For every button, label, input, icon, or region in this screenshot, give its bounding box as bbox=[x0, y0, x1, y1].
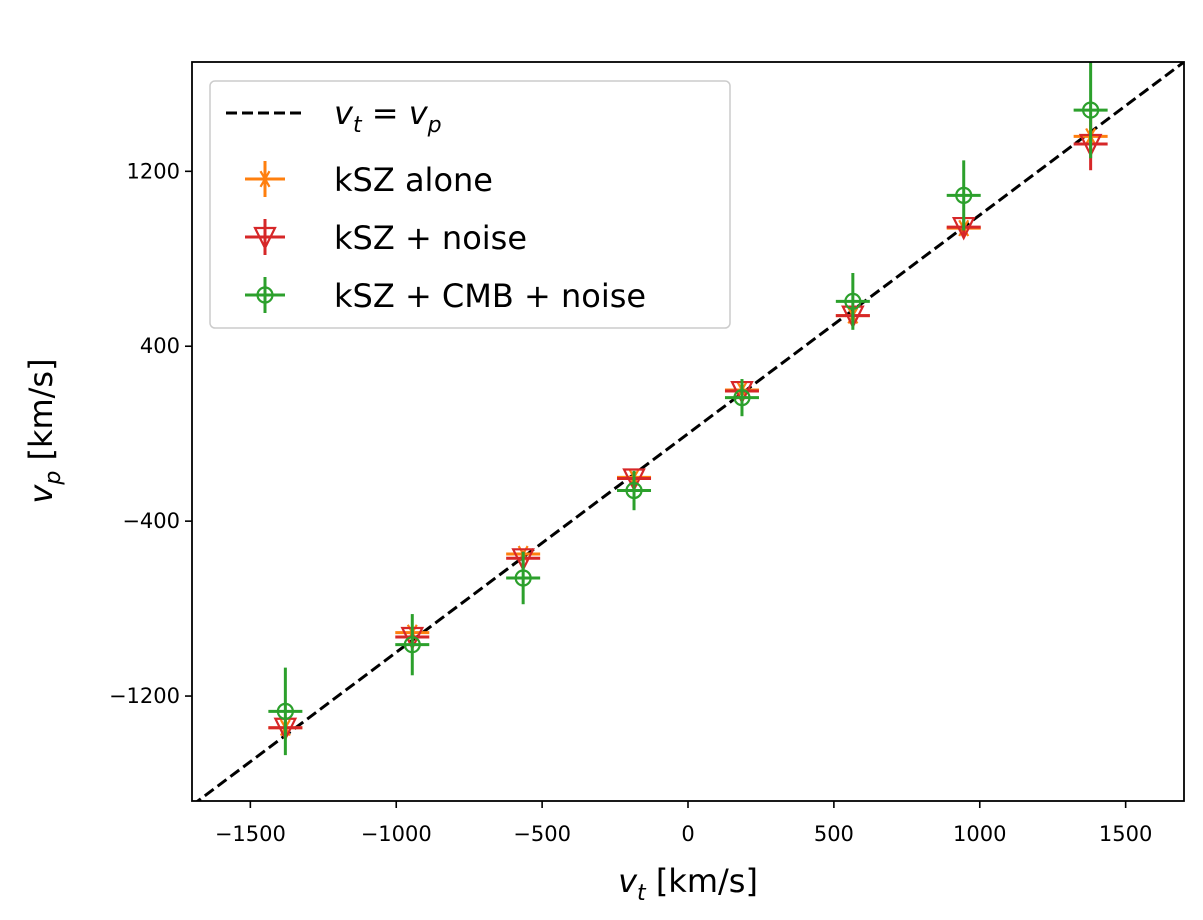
x-tick-label: 0 bbox=[681, 822, 694, 846]
legend: vt = vp kSZ alone kSZ + noise kSZ + CMB + … bbox=[209, 80, 731, 329]
data-point bbox=[733, 389, 751, 407]
x-tick-label: 1000 bbox=[953, 822, 1006, 846]
x-tick-label: −1500 bbox=[215, 822, 286, 846]
x-tick-label: −1000 bbox=[361, 822, 432, 846]
data-point bbox=[276, 702, 294, 720]
series-3 bbox=[268, 62, 1108, 756]
legend-marker bbox=[256, 286, 274, 304]
data-point bbox=[622, 468, 646, 492]
x-tick-label: −500 bbox=[513, 822, 571, 846]
legend-box bbox=[209, 80, 731, 329]
y-tick-label: 1200 bbox=[127, 159, 180, 183]
data-point bbox=[403, 636, 421, 654]
data-point bbox=[844, 292, 862, 311]
data-point bbox=[511, 548, 535, 572]
legend-marker bbox=[256, 170, 274, 188]
y-tick-label: −400 bbox=[122, 509, 180, 533]
legend-marker bbox=[253, 226, 277, 251]
data-point bbox=[625, 481, 643, 500]
legend-label: kSZ alone bbox=[334, 161, 493, 199]
x-tick-label: 1500 bbox=[1099, 822, 1152, 846]
y-axis-title: vp [km/s] bbox=[22, 358, 66, 503]
reference-line bbox=[195, 62, 1184, 801]
legend-label: kSZ + noise bbox=[334, 219, 527, 257]
data-point bbox=[1082, 101, 1100, 119]
y-tick-label: −1200 bbox=[109, 684, 180, 708]
legend-label-reference-line: vt = vp bbox=[334, 94, 442, 138]
data-point bbox=[514, 569, 532, 587]
x-tick-label: 500 bbox=[814, 822, 854, 846]
data-point bbox=[955, 186, 973, 204]
y-tick-label: 400 bbox=[140, 334, 180, 358]
x-axis-title: vt [km/s] bbox=[618, 862, 758, 906]
legend-label: kSZ + CMB + noise bbox=[334, 277, 646, 315]
